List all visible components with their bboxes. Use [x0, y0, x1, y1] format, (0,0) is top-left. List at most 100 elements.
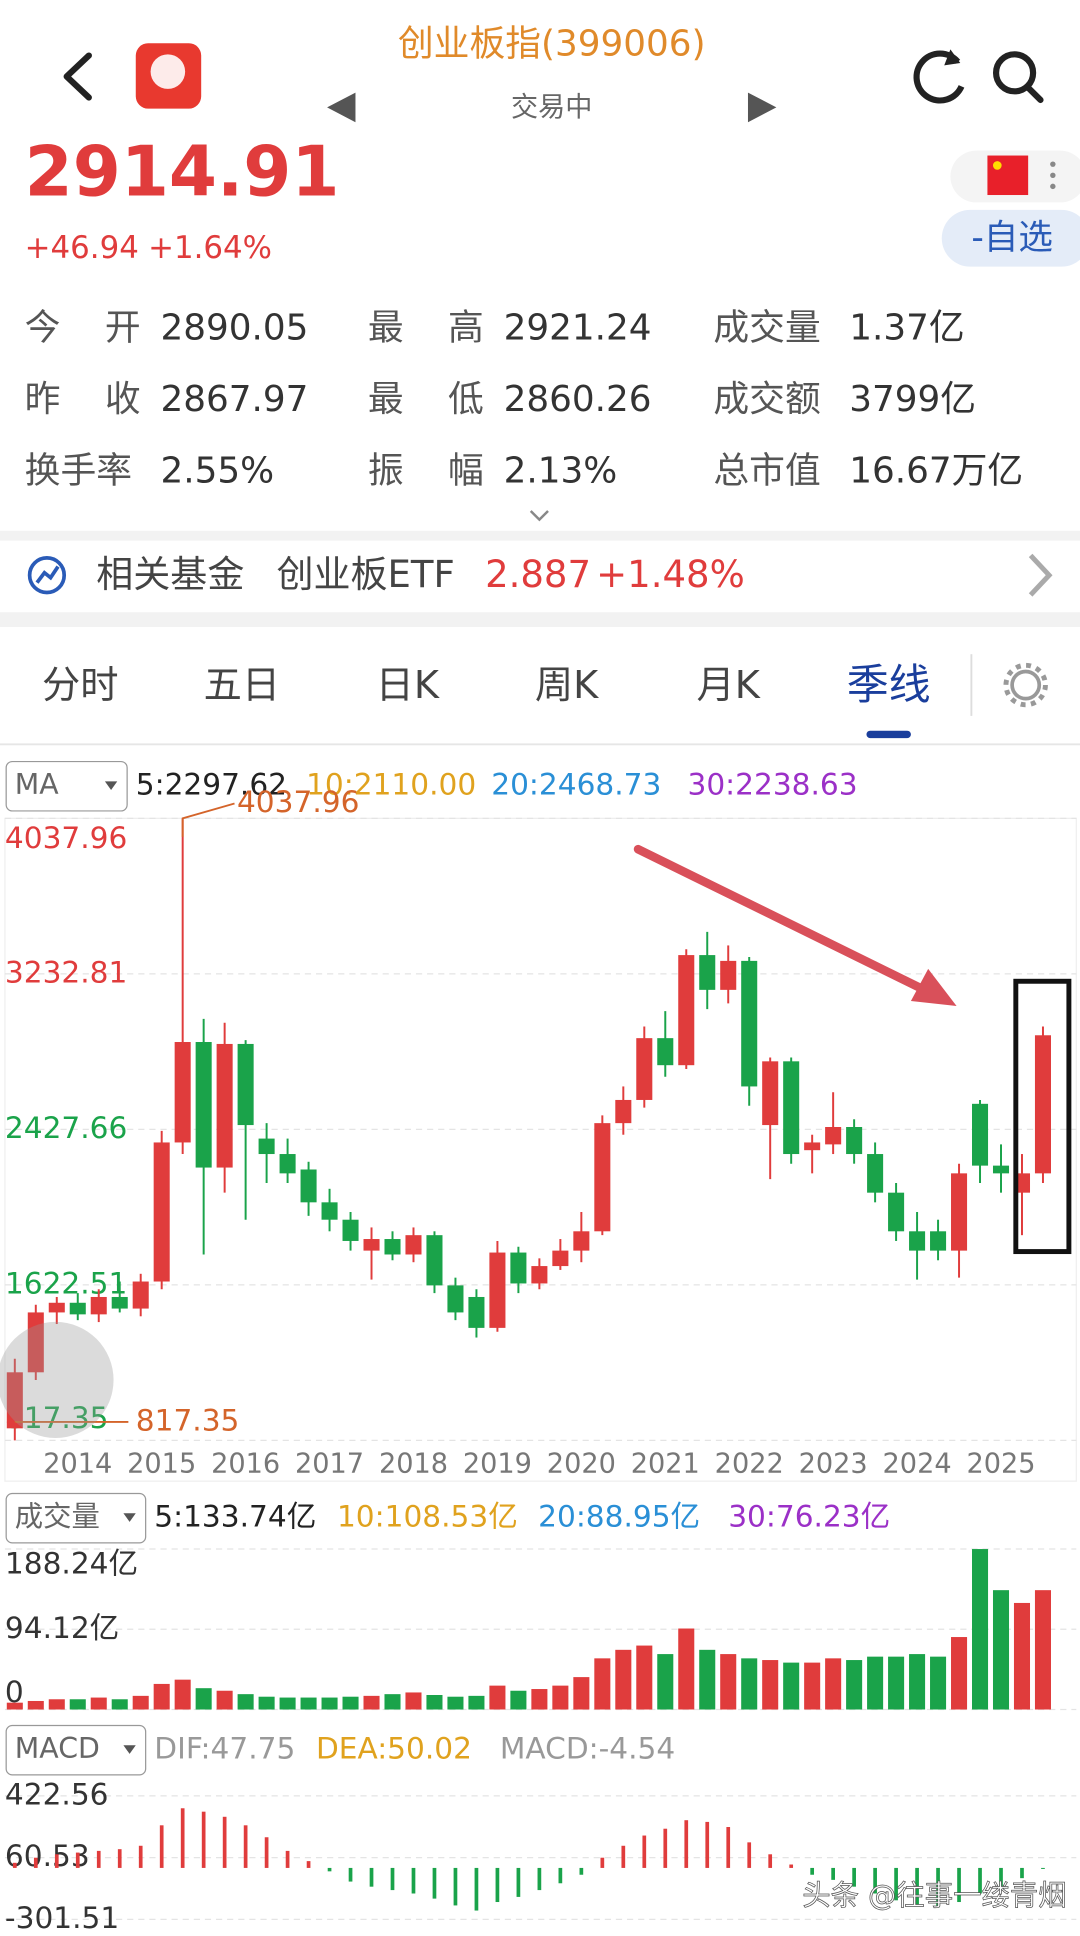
- high-pointer: [181, 802, 235, 837]
- fund-percent: +1.48%: [596, 553, 745, 596]
- volume-bar: [992, 1590, 1010, 1710]
- candle-body: [699, 955, 716, 990]
- macd-bar: [936, 1867, 940, 1908]
- legend-entry: 20:88.95亿: [538, 1500, 700, 1534]
- macd-bar: [537, 1867, 542, 1891]
- candle-body: [972, 1103, 989, 1166]
- stat-label: 昨收: [25, 379, 141, 420]
- period-tab[interactable]: 月K: [697, 663, 761, 708]
- x-tick-label: 2018: [379, 1449, 448, 1480]
- volume-bar: [153, 1683, 170, 1710]
- annotation-box: [1013, 978, 1072, 1255]
- x-tick-label: 2019: [463, 1449, 532, 1480]
- macd-bar: [159, 1825, 164, 1868]
- y-tick-label: 2427.66: [5, 1111, 127, 1145]
- separator: [0, 612, 1080, 628]
- candle-body: [48, 1302, 65, 1313]
- search-button[interactable]: [992, 51, 1037, 95]
- candle-body: [930, 1231, 947, 1251]
- indicator-name: 成交量: [15, 1500, 100, 1533]
- watch-button[interactable]: [941, 209, 1080, 267]
- annotation-arrowhead: [910, 968, 957, 1006]
- candle-body: [195, 1042, 212, 1168]
- candle-body: [783, 1061, 800, 1155]
- stat-value: 16.67万亿: [849, 451, 1023, 492]
- candle-body: [888, 1192, 905, 1232]
- prev-arrow[interactable]: [327, 92, 356, 123]
- volume-bar: [1034, 1590, 1051, 1710]
- candle-body: [615, 1099, 632, 1124]
- expand-chevron[interactable]: [529, 510, 549, 522]
- volume-bar: [867, 1656, 884, 1710]
- macd-bar: [768, 1854, 773, 1868]
- indicator-name: MACD: [15, 1732, 100, 1765]
- macd-bar: [516, 1867, 521, 1897]
- stat-label: 今开: [25, 308, 141, 349]
- volume-bar: [174, 1679, 191, 1710]
- refresh-button[interactable]: [913, 50, 965, 104]
- macd-bar: [1020, 1867, 1024, 1879]
- period-tab[interactable]: 周K: [535, 663, 599, 708]
- candle-body: [216, 1043, 233, 1168]
- settings-button[interactable]: [1010, 669, 1042, 701]
- volume-bar: [321, 1697, 338, 1710]
- more-dot[interactable]: [1050, 161, 1056, 167]
- candle-body: [279, 1154, 296, 1174]
- indicator-selector[interactable]: [5, 1724, 147, 1776]
- macd-bar: [201, 1811, 206, 1868]
- period-tab[interactable]: 五日: [204, 663, 281, 708]
- candle-body: [909, 1231, 926, 1251]
- volume-bar: [909, 1654, 926, 1710]
- volume-bar: [531, 1689, 548, 1710]
- volume-bar: [951, 1637, 968, 1710]
- volume-bar: [930, 1656, 947, 1710]
- candle-body: [594, 1123, 611, 1232]
- macd-bar: [432, 1867, 437, 1899]
- candle-body: [867, 1154, 884, 1193]
- period-tab[interactable]: 季线: [847, 660, 931, 709]
- volume-bar: [216, 1690, 233, 1710]
- dropdown-caret: [123, 1745, 136, 1754]
- floating-button[interactable]: [0, 1321, 114, 1438]
- volume-bar: [69, 1699, 86, 1710]
- back-button[interactable]: [63, 52, 92, 101]
- dropdown-caret: [123, 1513, 136, 1522]
- macd-bar: [474, 1867, 479, 1911]
- legend-entry: 30:2238.63: [687, 768, 857, 802]
- volume-bar: [48, 1699, 65, 1710]
- candle-body: [657, 1038, 674, 1066]
- candle-body: [573, 1231, 590, 1251]
- candle-body: [363, 1239, 380, 1251]
- volume-bar: [6, 1702, 23, 1710]
- next-arrow[interactable]: [747, 92, 777, 123]
- volume-bar: [762, 1660, 779, 1710]
- volume-bar: [279, 1697, 296, 1710]
- watermark: 头条 @往事一缕青烟: [802, 1879, 1066, 1912]
- fund-row[interactable]: 相关基金 创业板ETF 2.887 +1.48%: [27, 553, 1053, 597]
- indicator-selector[interactable]: [5, 760, 128, 812]
- stat-label: 最低: [368, 379, 484, 420]
- period-tabs: 分时 五日 日K 周K 月K 季线: [42, 660, 931, 739]
- indicator-selector[interactable]: [5, 1492, 147, 1544]
- volume-bar: [510, 1690, 527, 1710]
- candle-body: [384, 1239, 401, 1255]
- indicator-name: MA: [15, 768, 59, 801]
- period-tab[interactable]: 分时: [42, 663, 119, 708]
- y-tick-label: -301.51: [5, 1901, 119, 1935]
- volume-bar: [699, 1649, 716, 1710]
- stat-value: 2860.26: [504, 379, 652, 420]
- candle-body: [321, 1202, 338, 1220]
- app-icon-mark: [150, 54, 186, 89]
- macd-bar: [1041, 1867, 1045, 1869]
- candle-body: [552, 1250, 569, 1267]
- settings-teeth: [1003, 662, 1048, 708]
- period-tab[interactable]: 日K: [376, 663, 440, 708]
- volume-bar: [237, 1694, 254, 1710]
- macd-bar: [390, 1867, 395, 1891]
- macd-bar: [327, 1867, 332, 1872]
- macd-bar: [306, 1861, 311, 1868]
- stat-value: 2.13%: [504, 451, 618, 492]
- volume-bar: [783, 1662, 800, 1710]
- macd-bar: [411, 1867, 416, 1894]
